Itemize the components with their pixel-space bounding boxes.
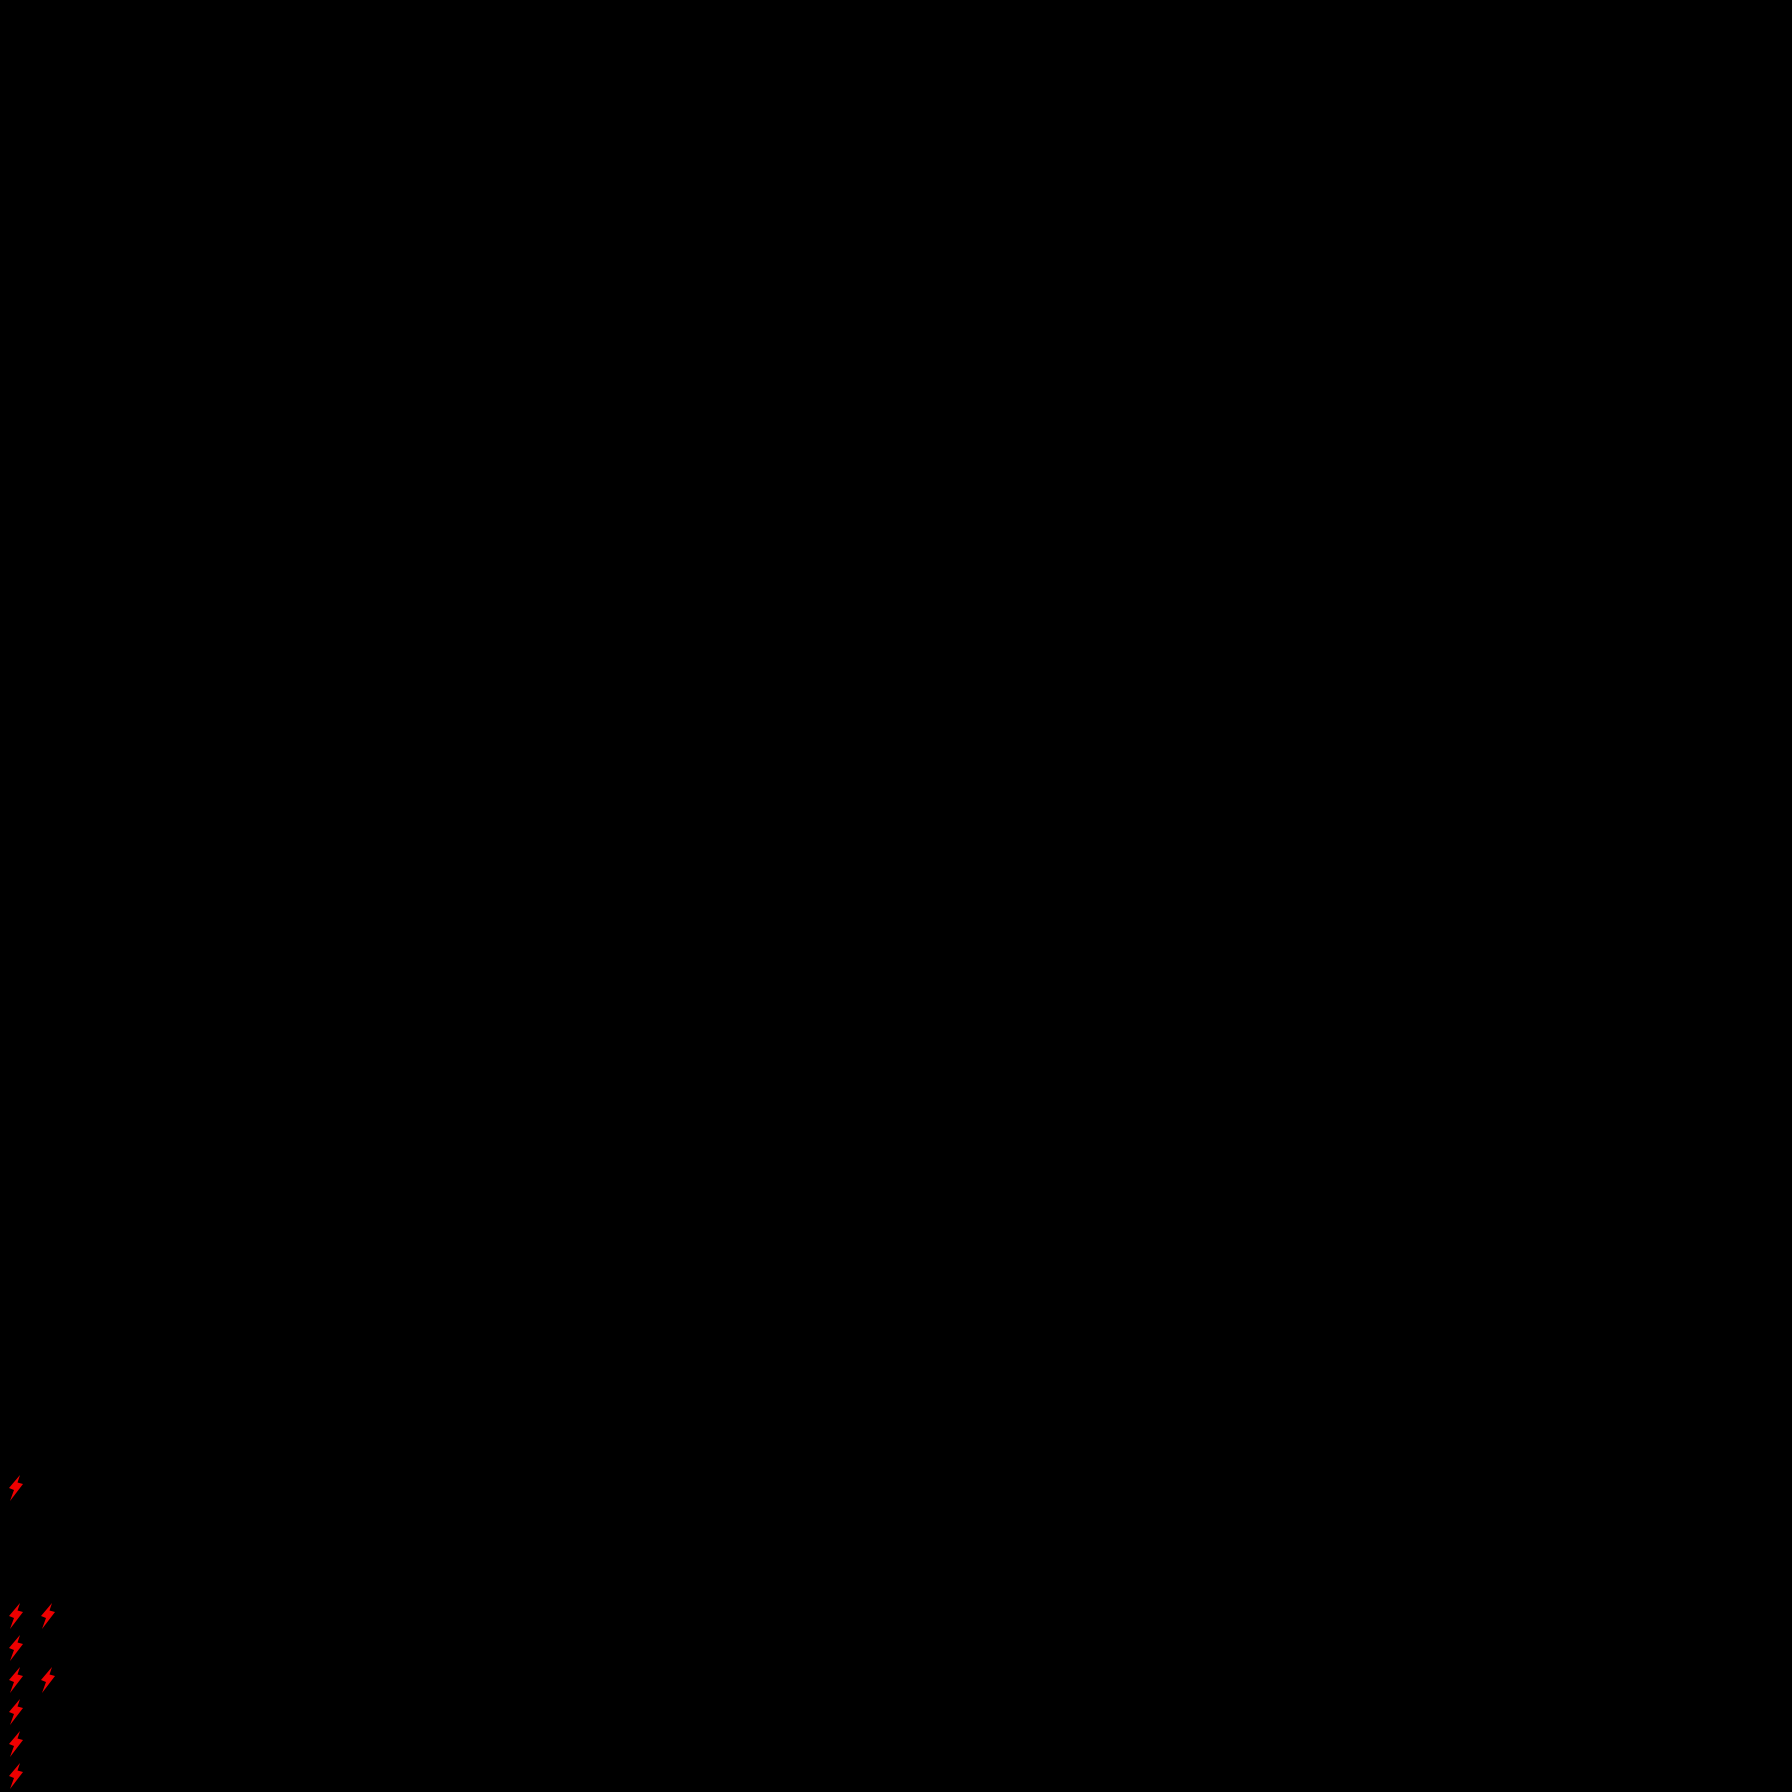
lightning-bolt-icon: [8, 1699, 24, 1725]
lightning-bolt-icon: [8, 1731, 24, 1757]
lightning-bolt-icon: [8, 1763, 24, 1789]
lightning-bolt-icon: [8, 1603, 24, 1629]
lightning-bolt-icon: [8, 1667, 24, 1693]
lightning-bolt-icon: [8, 1635, 24, 1661]
lightning-bolt-icon: [40, 1603, 56, 1629]
lightning-bolt-icon: [8, 1475, 24, 1501]
lightning-bolt-icon: [40, 1667, 56, 1693]
